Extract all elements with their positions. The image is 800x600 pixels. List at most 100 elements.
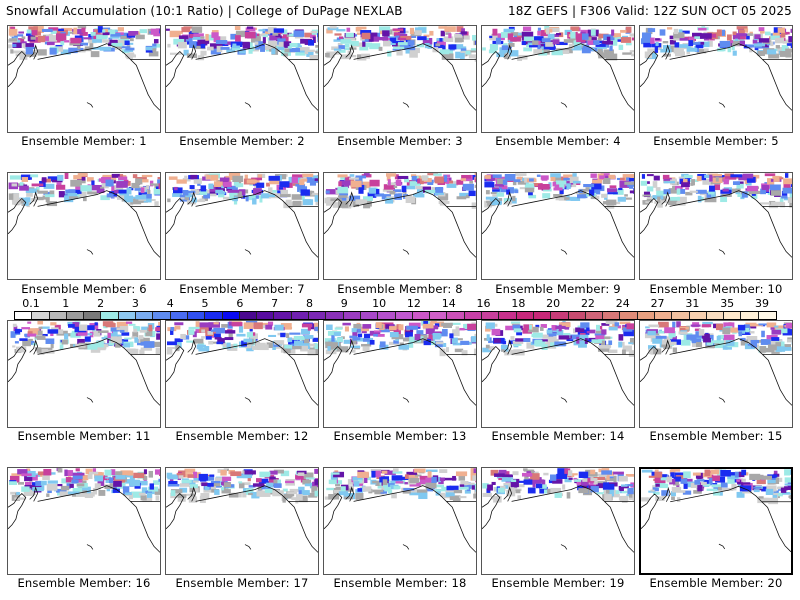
map-panel-member-20 — [639, 467, 793, 575]
ensemble-member-label: Ensemble Member: 18 — [333, 576, 467, 590]
coastline — [8, 485, 160, 553]
snowfall-map — [8, 321, 160, 406]
coastline — [482, 485, 634, 553]
colorbar-tick-label: 16 — [476, 297, 491, 310]
snowfall-map — [482, 26, 634, 111]
hawaii-outline — [560, 544, 568, 550]
map-panel-member-11 — [7, 320, 161, 428]
colorbar-tick-label: 24 — [615, 297, 630, 310]
ensemble-member-label: Ensemble Member: 8 — [337, 282, 463, 296]
map-panel-member-10 — [639, 172, 793, 280]
colorbar-swatch — [136, 312, 154, 319]
colorbar-swatch — [551, 312, 569, 319]
colorbar-tick-label: 2 — [97, 297, 105, 310]
snowfall-shading — [325, 26, 476, 62]
snowfall-shading — [644, 321, 792, 355]
colorbar-swatch — [568, 312, 586, 319]
snowfall-shading — [640, 173, 792, 209]
ensemble-member-label: Ensemble Member: 9 — [495, 282, 621, 296]
colorbar — [14, 311, 778, 320]
map-panel-member-2 — [165, 25, 319, 133]
colorbar-tick-label: 7 — [271, 297, 279, 310]
map-panel-member-14 — [481, 320, 635, 428]
snowfall-map — [166, 321, 318, 406]
hawaii-outline — [86, 102, 94, 108]
map-panel-member-6 — [7, 172, 161, 280]
colorbar-swatch — [706, 312, 725, 319]
colorbar-swatch — [620, 312, 638, 319]
colorbar-tick-label: 1 — [62, 297, 70, 310]
colorbar-swatch — [326, 312, 344, 319]
colorbar-tick-labels: 0.1 1 2 3 4 5 6 7 8 9 10 12 14 16 18 20 22 24 27 31 35 39 — [0, 297, 800, 310]
ensemble-member-label: Ensemble Member: 1 — [21, 134, 147, 148]
colorbar-swatch — [187, 312, 206, 319]
colorbar-swatch — [654, 312, 673, 319]
snowfall-map — [324, 321, 476, 406]
map-panel-member-13 — [323, 320, 477, 428]
colorbar-swatch — [482, 312, 500, 319]
hawaii-outline — [718, 543, 726, 550]
colorbar-tick-label: 18 — [511, 297, 526, 310]
colorbar-swatch — [378, 312, 396, 319]
snowfall-shading — [324, 173, 476, 209]
hawaii-outline — [402, 102, 410, 108]
map-panel-member-15 — [639, 320, 793, 428]
map-panel-member-3 — [323, 25, 477, 133]
ensemble-member-label: Ensemble Member: 3 — [337, 134, 463, 148]
colorbar-swatch — [741, 312, 759, 319]
ensemble-member-label: Ensemble Member: 20 — [649, 576, 783, 590]
snowfall-map — [482, 173, 634, 258]
coastline — [8, 338, 160, 406]
coastline — [8, 190, 160, 258]
colorbar-tick-label: 35 — [720, 297, 735, 310]
snowfall-map — [324, 26, 476, 111]
title-left: Snowfall Accumulation (10:1 Ratio) | Col… — [6, 4, 403, 18]
snowfall-map — [640, 26, 792, 111]
colorbar-swatch — [603, 312, 621, 319]
ensemble-member-label: Ensemble Member: 10 — [649, 282, 783, 296]
colorbar-swatch — [291, 312, 310, 319]
coastline — [324, 338, 476, 406]
snowfall-map — [482, 468, 634, 553]
colorbar-tick-label: 27 — [650, 297, 665, 310]
ensemble-member-label: Ensemble Member: 6 — [21, 282, 147, 296]
colorbar-swatch — [170, 312, 188, 319]
snowfall-map — [8, 468, 160, 553]
map-panel-member-1 — [7, 25, 161, 133]
snowfall-map — [640, 173, 792, 258]
colorbar-swatch — [516, 312, 534, 319]
colorbar-swatch — [412, 312, 431, 319]
coastline — [482, 338, 634, 406]
map-panel-member-8 — [323, 172, 477, 280]
colorbar-tick-label: 5 — [201, 297, 209, 310]
colorbar-tick-label: 20 — [546, 297, 561, 310]
ensemble-member-label: Ensemble Member: 15 — [649, 429, 783, 443]
colorbar-swatch — [101, 312, 119, 319]
hawaii-outline — [560, 102, 568, 108]
colorbar-swatch — [32, 312, 50, 319]
coastline — [166, 338, 318, 406]
coastline — [166, 190, 318, 258]
snowfall-map — [641, 469, 791, 553]
ensemble-member-label: Ensemble Member: 5 — [653, 134, 779, 148]
hawaii-outline — [244, 249, 252, 255]
coastline — [166, 485, 318, 553]
hawaii-outline — [560, 397, 568, 403]
coastline — [324, 485, 476, 553]
coastline — [482, 43, 634, 111]
colorbar-swatch — [15, 312, 33, 319]
title-right: 18Z GEFS | F306 Valid: 12Z SUN OCT 05 20… — [507, 4, 792, 18]
snowfall-shading — [482, 468, 634, 503]
colorbar-tick-label: 4 — [166, 297, 174, 310]
colorbar-swatch — [239, 312, 258, 319]
hawaii-outline — [718, 102, 726, 108]
colorbar-tick-label: 12 — [406, 297, 421, 310]
snowfall-shading — [641, 469, 791, 505]
ensemble-member-label: Ensemble Member: 4 — [495, 134, 621, 148]
snowfall-map — [166, 468, 318, 553]
hawaii-outline — [244, 397, 252, 403]
colorbar-swatch — [430, 312, 448, 319]
map-panel-member-17 — [165, 467, 319, 575]
ensemble-member-label: Ensemble Member: 16 — [17, 576, 151, 590]
snowfall-shading — [324, 321, 476, 357]
